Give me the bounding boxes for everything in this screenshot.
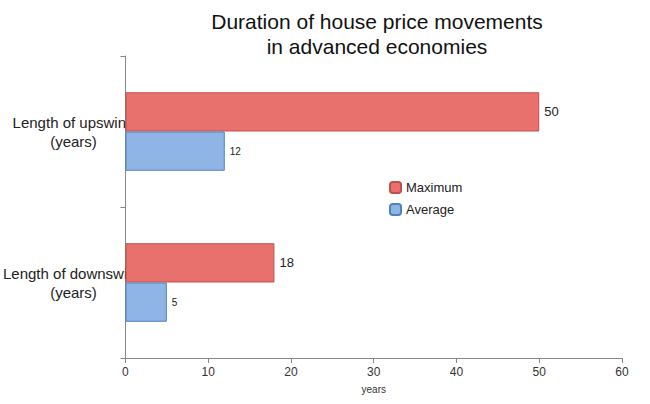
svg-text:60: 60 <box>615 365 629 379</box>
svg-text:20: 20 <box>284 365 298 379</box>
svg-text:Maximum: Maximum <box>406 180 462 195</box>
svg-text:Length of downswing: Length of downswing <box>3 265 144 282</box>
svg-text:18: 18 <box>279 255 293 270</box>
svg-text:50: 50 <box>544 104 558 119</box>
svg-text:0: 0 <box>122 365 129 379</box>
svg-text:5: 5 <box>172 297 178 308</box>
svg-text:years: years <box>362 384 386 395</box>
svg-text:50: 50 <box>533 365 547 379</box>
svg-text:(years): (years) <box>50 284 97 301</box>
svg-text:in advanced economies: in advanced economies <box>267 35 488 58</box>
svg-text:40: 40 <box>450 365 464 379</box>
svg-text:Average: Average <box>406 202 454 217</box>
svg-text:12: 12 <box>230 146 242 157</box>
svg-text:10: 10 <box>202 365 216 379</box>
svg-text:Duration of house price moveme: Duration of house price movements <box>211 10 543 33</box>
svg-text:30: 30 <box>367 365 381 379</box>
svg-text:(years): (years) <box>50 133 97 150</box>
svg-text:Length of upswing: Length of upswing <box>13 114 135 131</box>
